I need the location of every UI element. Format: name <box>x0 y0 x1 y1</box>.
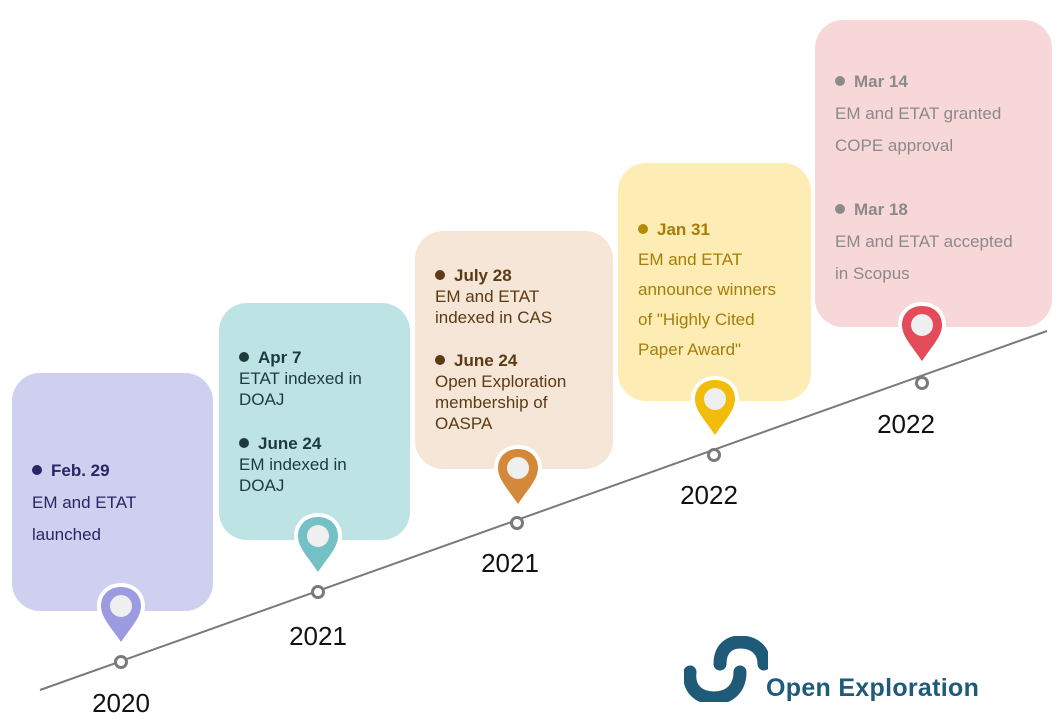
event-text-line: EM and ETAT accepted <box>835 232 1013 251</box>
event-text: Open Exploration membership of OASPA <box>435 371 605 434</box>
event: Mar 14 EM and ETAT granted COPE approval <box>835 66 1044 162</box>
timeline-node-icon <box>114 655 128 669</box>
event-date-text: Apr 7 <box>258 348 302 367</box>
event: July 28 EM and ETAT indexed in CAS <box>435 265 605 328</box>
event-date: June 24 <box>435 350 605 371</box>
milestone-card-2021-a: Apr 7 ETAT indexed in DOAJ June 24 EM in… <box>219 303 410 540</box>
year-label: 2021 <box>481 548 539 578</box>
event-text-line: EM indexed in <box>239 455 347 474</box>
event-text-line: membership of <box>435 393 548 412</box>
event-text-line: EM and ETAT <box>435 287 540 306</box>
event: June 24 EM indexed in DOAJ <box>239 433 402 496</box>
event-text: EM indexed in DOAJ <box>239 454 402 496</box>
event-date-text: July 28 <box>454 266 512 285</box>
milestone-card-2022-b: Mar 14 EM and ETAT granted COPE approval… <box>815 20 1052 327</box>
map-pin-icon <box>898 302 946 366</box>
event-date: Apr 7 <box>239 347 402 368</box>
event-date-text: Mar 18 <box>854 200 908 219</box>
event: Mar 18 EM and ETAT accepted in Scopus <box>835 194 1044 290</box>
timeline-node-icon <box>915 376 929 390</box>
event-text-line: Paper Award" <box>638 340 742 359</box>
bullet-dot <box>835 76 845 86</box>
event-text-line: EM and ETAT <box>32 493 137 512</box>
year-label: 2020 <box>92 688 150 718</box>
event-date-text: Feb. 29 <box>51 461 110 480</box>
event-text-line: indexed in CAS <box>435 308 553 327</box>
event-text-line: announce winners <box>638 280 776 299</box>
map-pin-icon <box>691 376 739 440</box>
logo-text: Open Exploration <box>766 674 980 702</box>
event-text: EM and ETAT announce winners of "Highly … <box>638 245 803 365</box>
event-text-line: of "Highly Cited <box>638 310 755 329</box>
event-date: Mar 14 <box>835 66 1044 98</box>
event-date: July 28 <box>435 265 605 286</box>
bullet-dot <box>435 355 445 365</box>
event-text-line: COPE approval <box>835 136 954 155</box>
event-text-line: EM and ETAT <box>638 250 743 269</box>
event-text: ETAT indexed in DOAJ <box>239 368 402 410</box>
bullet-dot <box>239 352 249 362</box>
bullet-dot <box>32 465 42 475</box>
timeline-node-icon <box>311 585 325 599</box>
event: Apr 7 ETAT indexed in DOAJ <box>239 347 402 410</box>
timeline-node-icon <box>510 516 524 530</box>
open-exploration-logo-icon <box>684 636 768 702</box>
bullet-dot <box>835 204 845 214</box>
event: June 24 Open Exploration membership of O… <box>435 350 605 434</box>
event-text: EM and ETAT launched <box>32 487 205 551</box>
bullet-dot <box>435 270 445 280</box>
timeline-node-icon <box>707 448 721 462</box>
year-label: 2022 <box>680 480 738 510</box>
event-text-line: OASPA <box>435 414 493 433</box>
event: Jan 31 EM and ETAT announce winners of "… <box>638 215 803 365</box>
event-text-line: EM and ETAT granted <box>835 104 1002 123</box>
bullet-dot <box>239 438 249 448</box>
event-text-line: DOAJ <box>239 476 285 495</box>
year-label: 2021 <box>289 621 347 651</box>
map-pin-icon <box>294 513 342 577</box>
event-date: Feb. 29 <box>32 455 205 487</box>
event-text-line: in Scopus <box>835 264 910 283</box>
map-pin-icon <box>494 445 542 509</box>
event-date-text: Jan 31 <box>657 220 710 239</box>
milestone-card-2022-a: Jan 31 EM and ETAT announce winners of "… <box>618 163 811 401</box>
open-exploration-logo: Open Exploration <box>684 636 1004 702</box>
event-text: EM and ETAT indexed in CAS <box>435 286 605 328</box>
milestone-card-2021-b: July 28 EM and ETAT indexed in CAS June … <box>415 231 613 469</box>
milestone-card-2020: Feb. 29 EM and ETAT launched <box>12 373 213 611</box>
year-label: 2022 <box>877 409 935 439</box>
event-text: EM and ETAT granted COPE approval <box>835 98 1044 162</box>
event-date-text: June 24 <box>258 434 322 453</box>
event-date-text: Mar 14 <box>854 72 908 91</box>
event-text-line: ETAT indexed in <box>239 369 362 388</box>
map-pin-icon <box>97 583 145 647</box>
event-text-line: DOAJ <box>239 390 285 409</box>
event-date: June 24 <box>239 433 402 454</box>
event-date: Mar 18 <box>835 194 1044 226</box>
event-text-line: Open Exploration <box>435 372 567 391</box>
event-text-line: launched <box>32 525 102 544</box>
event-date-text: June 24 <box>454 351 518 370</box>
event-text: EM and ETAT accepted in Scopus <box>835 226 1044 290</box>
event: Feb. 29 EM and ETAT launched <box>32 455 205 551</box>
bullet-dot <box>638 224 648 234</box>
event-date: Jan 31 <box>638 215 803 245</box>
